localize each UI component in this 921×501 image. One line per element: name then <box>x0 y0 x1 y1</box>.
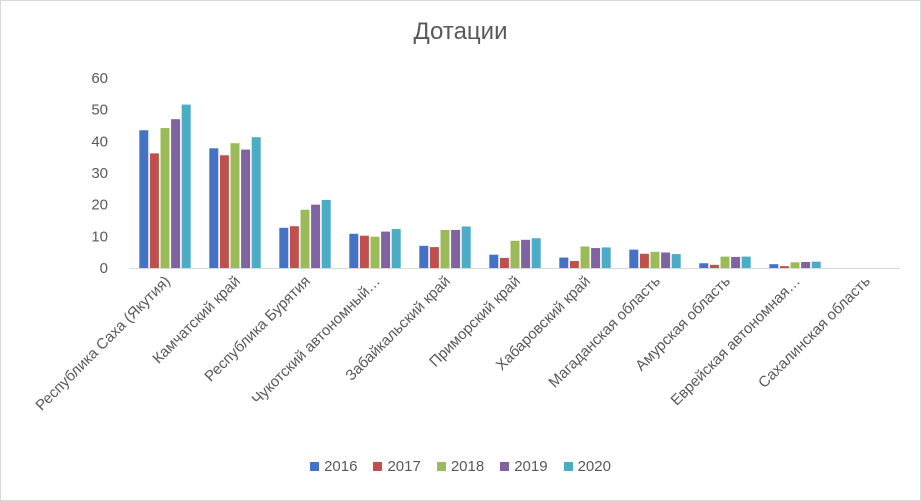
bar-2020 <box>671 254 681 268</box>
y-tick-label: 10 <box>91 228 108 245</box>
bar-2016 <box>279 227 289 268</box>
legend-swatch <box>436 462 446 471</box>
bar-2018 <box>370 236 380 268</box>
bar-2020 <box>391 229 401 268</box>
bar-2020 <box>811 261 821 268</box>
bar-2018 <box>230 143 240 268</box>
bar-2019 <box>311 204 321 268</box>
bar-2020 <box>321 199 331 268</box>
bar-2018 <box>580 246 590 268</box>
bar-2018 <box>790 262 800 268</box>
bar-2017 <box>359 235 369 268</box>
legend-label: 2019 <box>514 458 548 475</box>
bar-2016 <box>419 245 429 268</box>
bar-2017 <box>219 155 229 268</box>
legend-item: 2019 <box>500 458 548 475</box>
y-tick-label: 40 <box>91 133 108 150</box>
bar-2017 <box>569 261 579 268</box>
legend-item: 2016 <box>310 458 357 475</box>
bar-2020 <box>181 104 191 268</box>
bar-2018 <box>440 230 450 268</box>
y-tick-label: 20 <box>91 197 108 214</box>
bar-2019 <box>451 230 461 268</box>
bar-2019 <box>241 149 251 268</box>
bar-2016 <box>489 254 499 268</box>
bar-2020 <box>531 238 541 268</box>
legend-label: 2020 <box>577 458 611 475</box>
y-tick-label: 0 <box>100 260 108 277</box>
bar-2020 <box>601 247 611 268</box>
y-tick-label: 50 <box>91 102 108 119</box>
bar-2018 <box>510 240 520 268</box>
bar-2020 <box>741 256 751 268</box>
bar-2017 <box>429 247 439 268</box>
bar-2018 <box>160 128 170 268</box>
bar-2016 <box>699 263 709 268</box>
bar-2017 <box>779 266 789 268</box>
bar-2016 <box>559 257 569 268</box>
chart-title: Дотации <box>413 18 508 45</box>
bar-2016 <box>349 233 359 268</box>
bar-2016 <box>209 148 219 268</box>
bar-2018 <box>650 251 660 268</box>
legend-item: 2018 <box>436 458 485 475</box>
legend-swatch <box>310 462 320 471</box>
bar-2019 <box>731 256 741 268</box>
bar-2016 <box>629 249 639 268</box>
bar-2018 <box>300 209 310 268</box>
bar-2017 <box>149 153 159 268</box>
bar-2019 <box>381 231 391 268</box>
x-category-label: Республика Саха (Якутия) <box>32 273 173 414</box>
legend-label: 2017 <box>387 458 421 475</box>
bar-2019 <box>591 248 601 268</box>
bar-2019 <box>521 239 531 268</box>
legend-label: 2018 <box>450 458 485 475</box>
bar-2017 <box>499 257 509 268</box>
bar-2017 <box>639 253 649 268</box>
legend-swatch <box>500 462 510 471</box>
bar-2016 <box>139 130 149 268</box>
x-category-label: Чукотский автономный… <box>249 273 384 408</box>
legend-label: 2016 <box>324 458 358 475</box>
bar-2019 <box>661 252 671 268</box>
x-category-label: Еврейская автономная… <box>668 273 804 409</box>
bar-2016 <box>769 264 779 268</box>
bar-2019 <box>171 119 181 269</box>
y-tick-label: 30 <box>91 165 108 182</box>
bar-2018 <box>720 256 730 268</box>
legend-swatch <box>373 462 383 471</box>
bar-2017 <box>709 264 719 268</box>
bar-2020 <box>461 226 471 268</box>
y-tick-label: 60 <box>91 70 108 87</box>
legend-item: 2020 <box>563 458 611 475</box>
bar-2020 <box>251 137 261 268</box>
legend-item: 2017 <box>373 458 421 475</box>
chart-legend: 2016 2017 2018 2019 2020 <box>0 458 921 475</box>
bar-2019 <box>801 261 811 268</box>
legend-swatch <box>563 462 573 471</box>
bar-2017 <box>289 226 299 268</box>
